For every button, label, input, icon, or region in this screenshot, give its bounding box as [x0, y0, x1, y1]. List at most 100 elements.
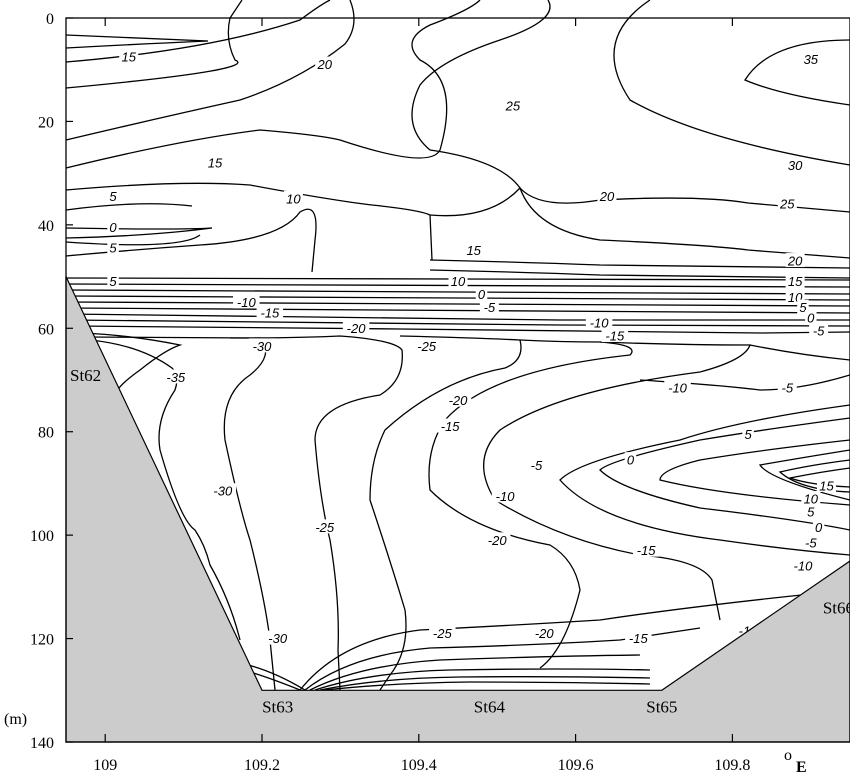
contour-label: 20	[316, 57, 332, 72]
contour-label-bg	[797, 299, 809, 314]
contour-label-bg	[248, 338, 276, 353]
contour-label-bg	[444, 392, 472, 407]
contour-label: -5	[805, 535, 817, 550]
contour-label-bg	[483, 532, 511, 547]
x-axis-unit: E	[796, 759, 807, 776]
contour-label-bg	[801, 490, 821, 505]
station-label: St62	[70, 366, 101, 385]
contour-label: 15	[466, 243, 481, 258]
contour-label-bg	[805, 503, 817, 518]
contour-label: -15	[637, 543, 657, 558]
contour-label: -10	[590, 316, 610, 331]
plot-frame	[65, 17, 850, 743]
contour-label: 5	[109, 189, 117, 204]
contour-label: -25	[417, 339, 437, 354]
contour-label: 15	[208, 155, 223, 170]
contour-label: -20	[347, 321, 367, 336]
y-tick-label: 60	[38, 321, 54, 338]
contour-label: -5	[484, 300, 496, 315]
y-tick-label: 80	[38, 425, 54, 442]
contour-label: -15	[441, 419, 461, 434]
contour-label: -5	[813, 323, 825, 338]
contour-label-bg	[205, 154, 225, 169]
contour-label-bg	[429, 625, 456, 640]
contour-label: -15	[629, 631, 649, 646]
contour-label: 0	[815, 520, 823, 535]
contour-label: 5	[744, 427, 752, 442]
contour-label: -15	[605, 329, 625, 344]
contour-label: -10	[668, 380, 688, 395]
contour-label: -35	[166, 370, 186, 385]
contour-label-bg	[283, 191, 303, 205]
x-tick-label: 109	[93, 757, 117, 774]
contour-label: 5	[109, 274, 117, 289]
contour-label-bg	[530, 625, 558, 640]
y-tick-label: 100	[30, 528, 54, 545]
contour-label-bg	[503, 97, 523, 112]
contour-label-bg	[777, 196, 797, 211]
contour-label-bg	[475, 286, 488, 301]
contour-label: 30	[788, 158, 803, 173]
contour-label: -30	[213, 484, 233, 499]
contour-label: -20	[488, 533, 508, 548]
contour-label: 35	[804, 52, 819, 67]
contour-label-bg	[448, 273, 468, 288]
seafloor	[65, 276, 850, 743]
contour-label-bg	[491, 488, 519, 503]
contour-label: 20	[599, 189, 615, 204]
contour-label-bg	[436, 418, 464, 433]
y-tick-label: 140	[30, 735, 54, 752]
contour-label: -20	[535, 626, 555, 641]
contour-label: 0	[627, 453, 635, 468]
contour-label-bg	[413, 338, 440, 353]
x-tick-label: 109.6	[558, 757, 594, 774]
contour-label: 25	[779, 197, 795, 212]
contour-label: -5	[531, 458, 543, 473]
contour-label-bg	[789, 558, 817, 573]
y-axis: 0 20 40 60 80 100 120 140	[30, 11, 73, 752]
contour-label-bg	[777, 379, 797, 394]
contour-label-bg	[809, 322, 829, 337]
contour-label-bg	[742, 426, 754, 441]
contour-label-bg	[464, 242, 484, 257]
contour-label-bg	[785, 157, 805, 172]
contour-label: 10	[804, 491, 819, 506]
contour-label-bg	[585, 315, 613, 330]
contour-label: 10	[451, 274, 466, 289]
contour-label-bg	[625, 630, 652, 645]
y-tick-label: 0	[46, 11, 54, 28]
degree-symbol: o	[784, 747, 792, 764]
contour-label-bg	[209, 483, 237, 498]
contour-label-bg	[315, 56, 335, 71]
y-tick-label: 120	[30, 632, 54, 649]
contour-label: 0	[807, 310, 815, 325]
contour-label-bg	[816, 478, 836, 493]
contour-label-bg	[597, 188, 617, 203]
contour-label-bg	[601, 328, 629, 343]
x-tick-label: 109.8	[714, 757, 750, 774]
contour-label: -20	[449, 393, 469, 408]
contour-label: -10	[237, 295, 257, 310]
contour-label: 15	[819, 479, 834, 494]
contour-label-bg	[801, 51, 821, 66]
contour-label: -25	[433, 626, 453, 641]
contour-label: 5	[109, 241, 117, 256]
contour-label: -10	[794, 559, 814, 574]
x-axis: 109 109.2 109.4 109.6 109.8	[93, 18, 750, 774]
station-label: St65	[646, 697, 677, 716]
station-label: St64	[474, 697, 506, 716]
contour-label-bg	[664, 379, 691, 394]
contour-label-bg	[162, 369, 190, 384]
contour-label: -10	[496, 489, 516, 504]
y-tick-label: 20	[38, 114, 54, 131]
contour-label-bg	[264, 630, 291, 645]
x-tick-label: 109.2	[244, 757, 280, 774]
x-tick-label: 109.4	[401, 757, 437, 774]
contour-label: -30	[253, 339, 273, 354]
contour-label-bg	[107, 273, 119, 288]
contour-label: -25	[315, 520, 335, 535]
contour-label-bg	[119, 48, 139, 63]
y-axis-unit: (m)	[4, 711, 27, 728]
contour-label-bg	[812, 519, 825, 534]
